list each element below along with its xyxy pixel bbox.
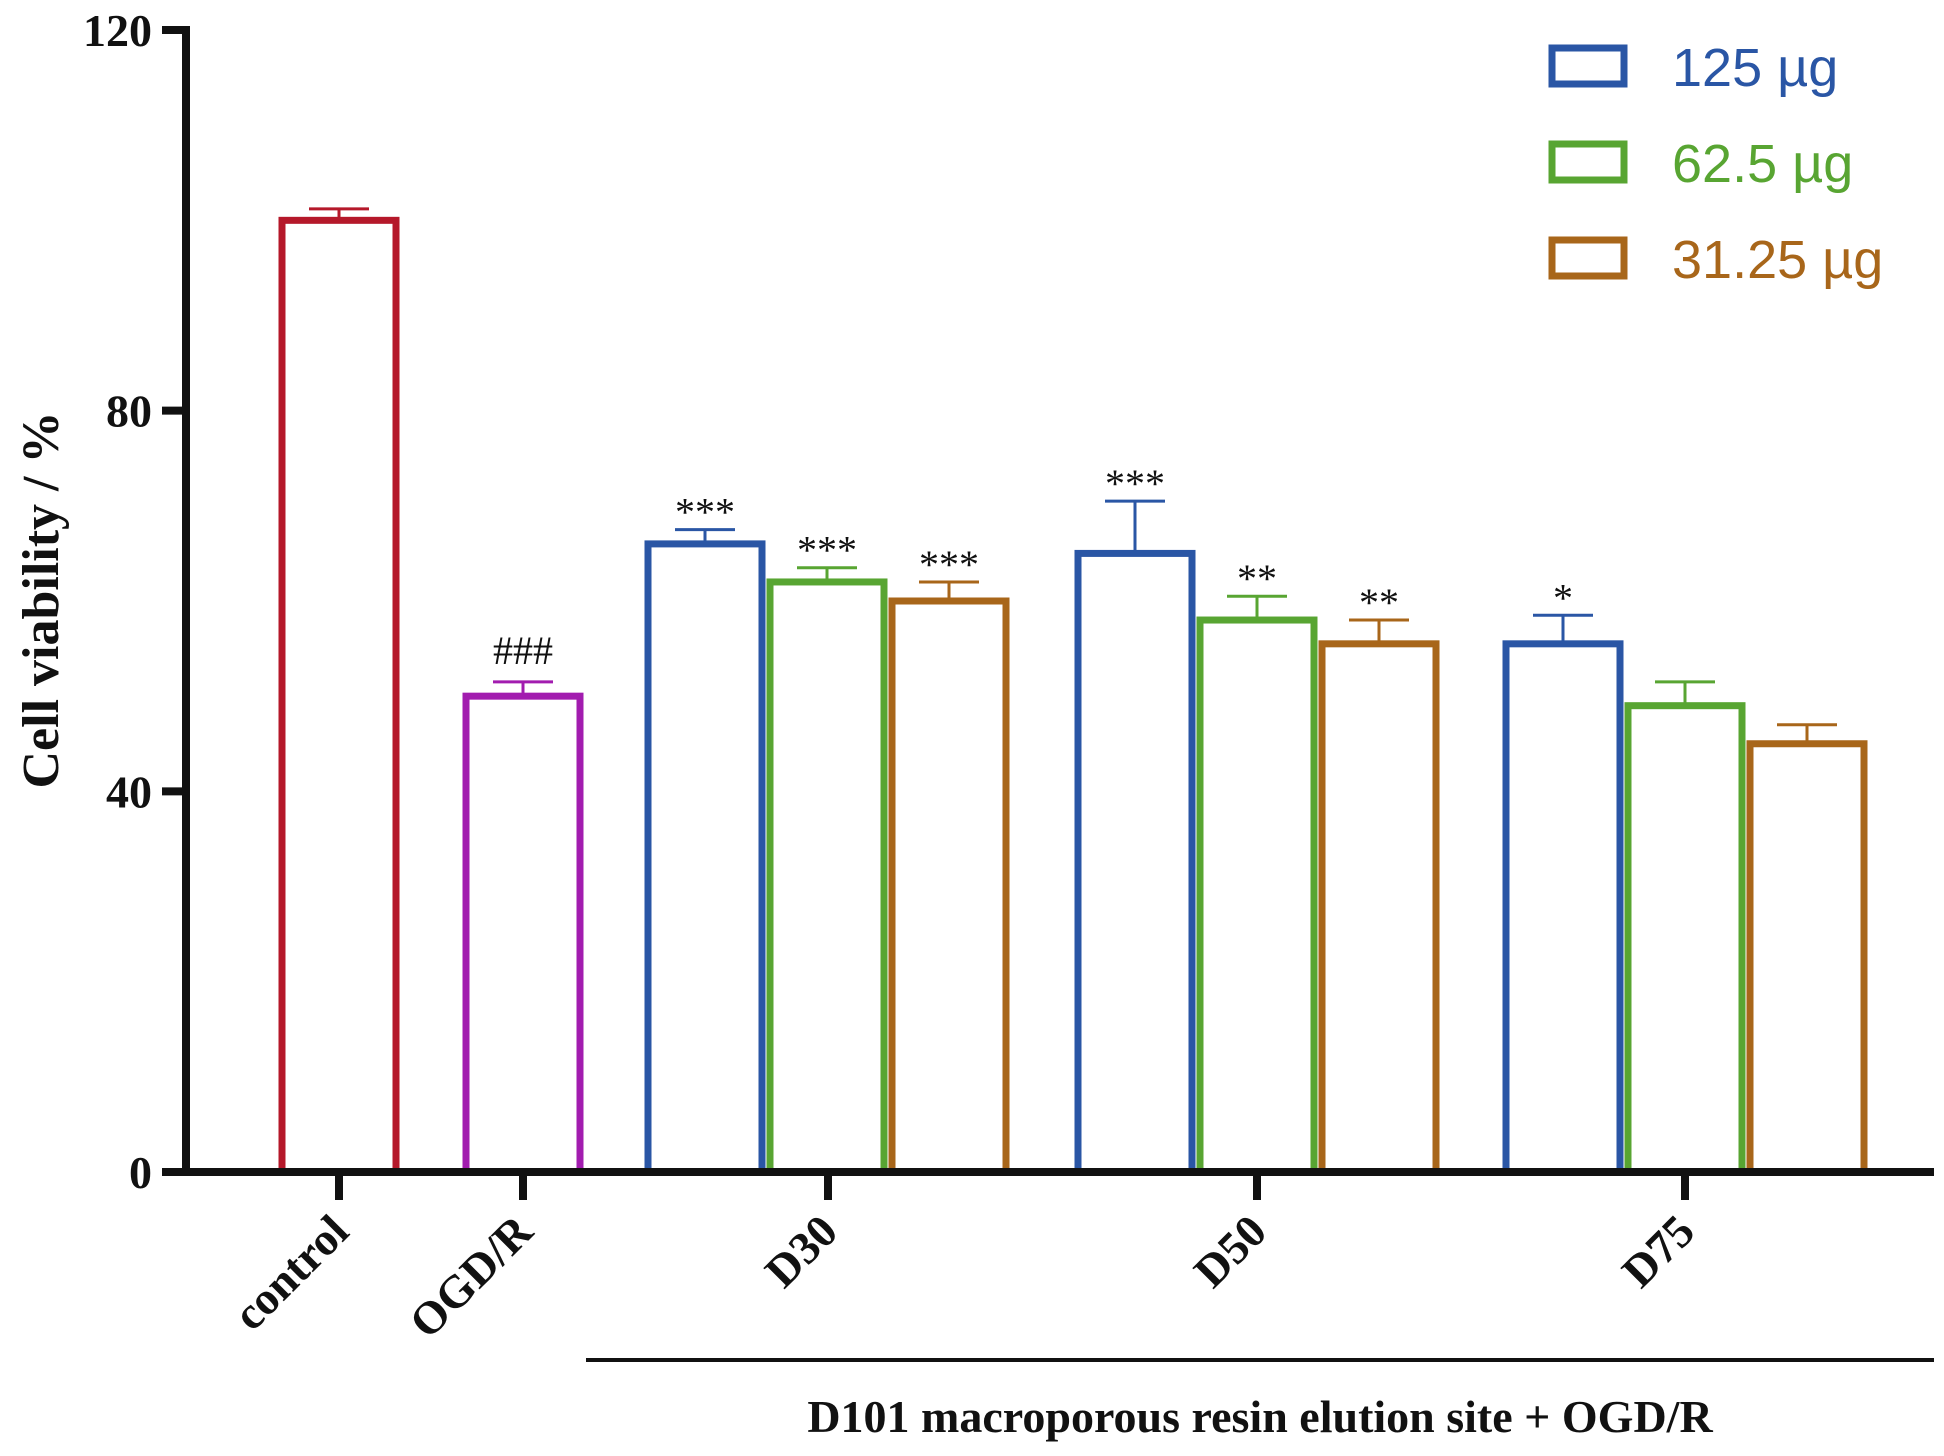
x-category-label: control xyxy=(223,1205,358,1340)
legend-swatch xyxy=(1548,140,1628,184)
bar xyxy=(278,216,400,1176)
bar xyxy=(888,597,1010,1176)
bar xyxy=(644,540,766,1176)
y-tick-label: 120 xyxy=(83,5,152,56)
y-axis-label: Cell viability / % xyxy=(13,412,70,789)
legend-swatch xyxy=(1548,44,1628,88)
x-category-label: OGD/R xyxy=(399,1204,542,1347)
significance-label: *** xyxy=(675,490,735,535)
x-axis-categories: control OGD/R D30 D50 D75 xyxy=(223,1172,1704,1348)
legend: 125 µg 62.5 µg 31.25 µg xyxy=(1548,38,1883,290)
y-axis-ticks: 0 40 80 120 xyxy=(83,5,186,1198)
significance-label: *** xyxy=(797,528,857,573)
group-caption: D101 macroporous resin elution site + OG… xyxy=(807,1391,1713,1442)
significance-label: * xyxy=(1553,575,1573,620)
y-tick-label: 80 xyxy=(106,386,152,437)
significance-label: ### xyxy=(493,628,553,673)
bar xyxy=(1318,640,1440,1176)
y-tick-label: 0 xyxy=(129,1147,152,1198)
bar xyxy=(1502,640,1624,1176)
bar xyxy=(1196,616,1318,1176)
x-category-label: D75 xyxy=(1612,1205,1704,1297)
bars: ###****** ********** * xyxy=(278,207,1868,1176)
legend-label: 31.25 µg xyxy=(1672,230,1883,290)
x-category-label: D30 xyxy=(755,1205,847,1297)
bar xyxy=(1624,702,1746,1176)
legend-label: 62.5 µg xyxy=(1672,134,1853,194)
bar xyxy=(1746,740,1868,1176)
significance-label: *** xyxy=(1105,461,1165,506)
significance-label: *** xyxy=(919,542,979,587)
legend-label: 125 µg xyxy=(1672,38,1838,98)
legend-swatch xyxy=(1548,236,1628,280)
bar xyxy=(766,578,888,1176)
significance-label: ** xyxy=(1237,556,1277,601)
y-tick-label: 40 xyxy=(106,766,152,817)
axes xyxy=(182,26,1934,1176)
significance-label: ** xyxy=(1359,580,1399,625)
x-category-label: D50 xyxy=(1184,1205,1276,1297)
bar xyxy=(1074,549,1196,1176)
bar xyxy=(462,692,584,1176)
